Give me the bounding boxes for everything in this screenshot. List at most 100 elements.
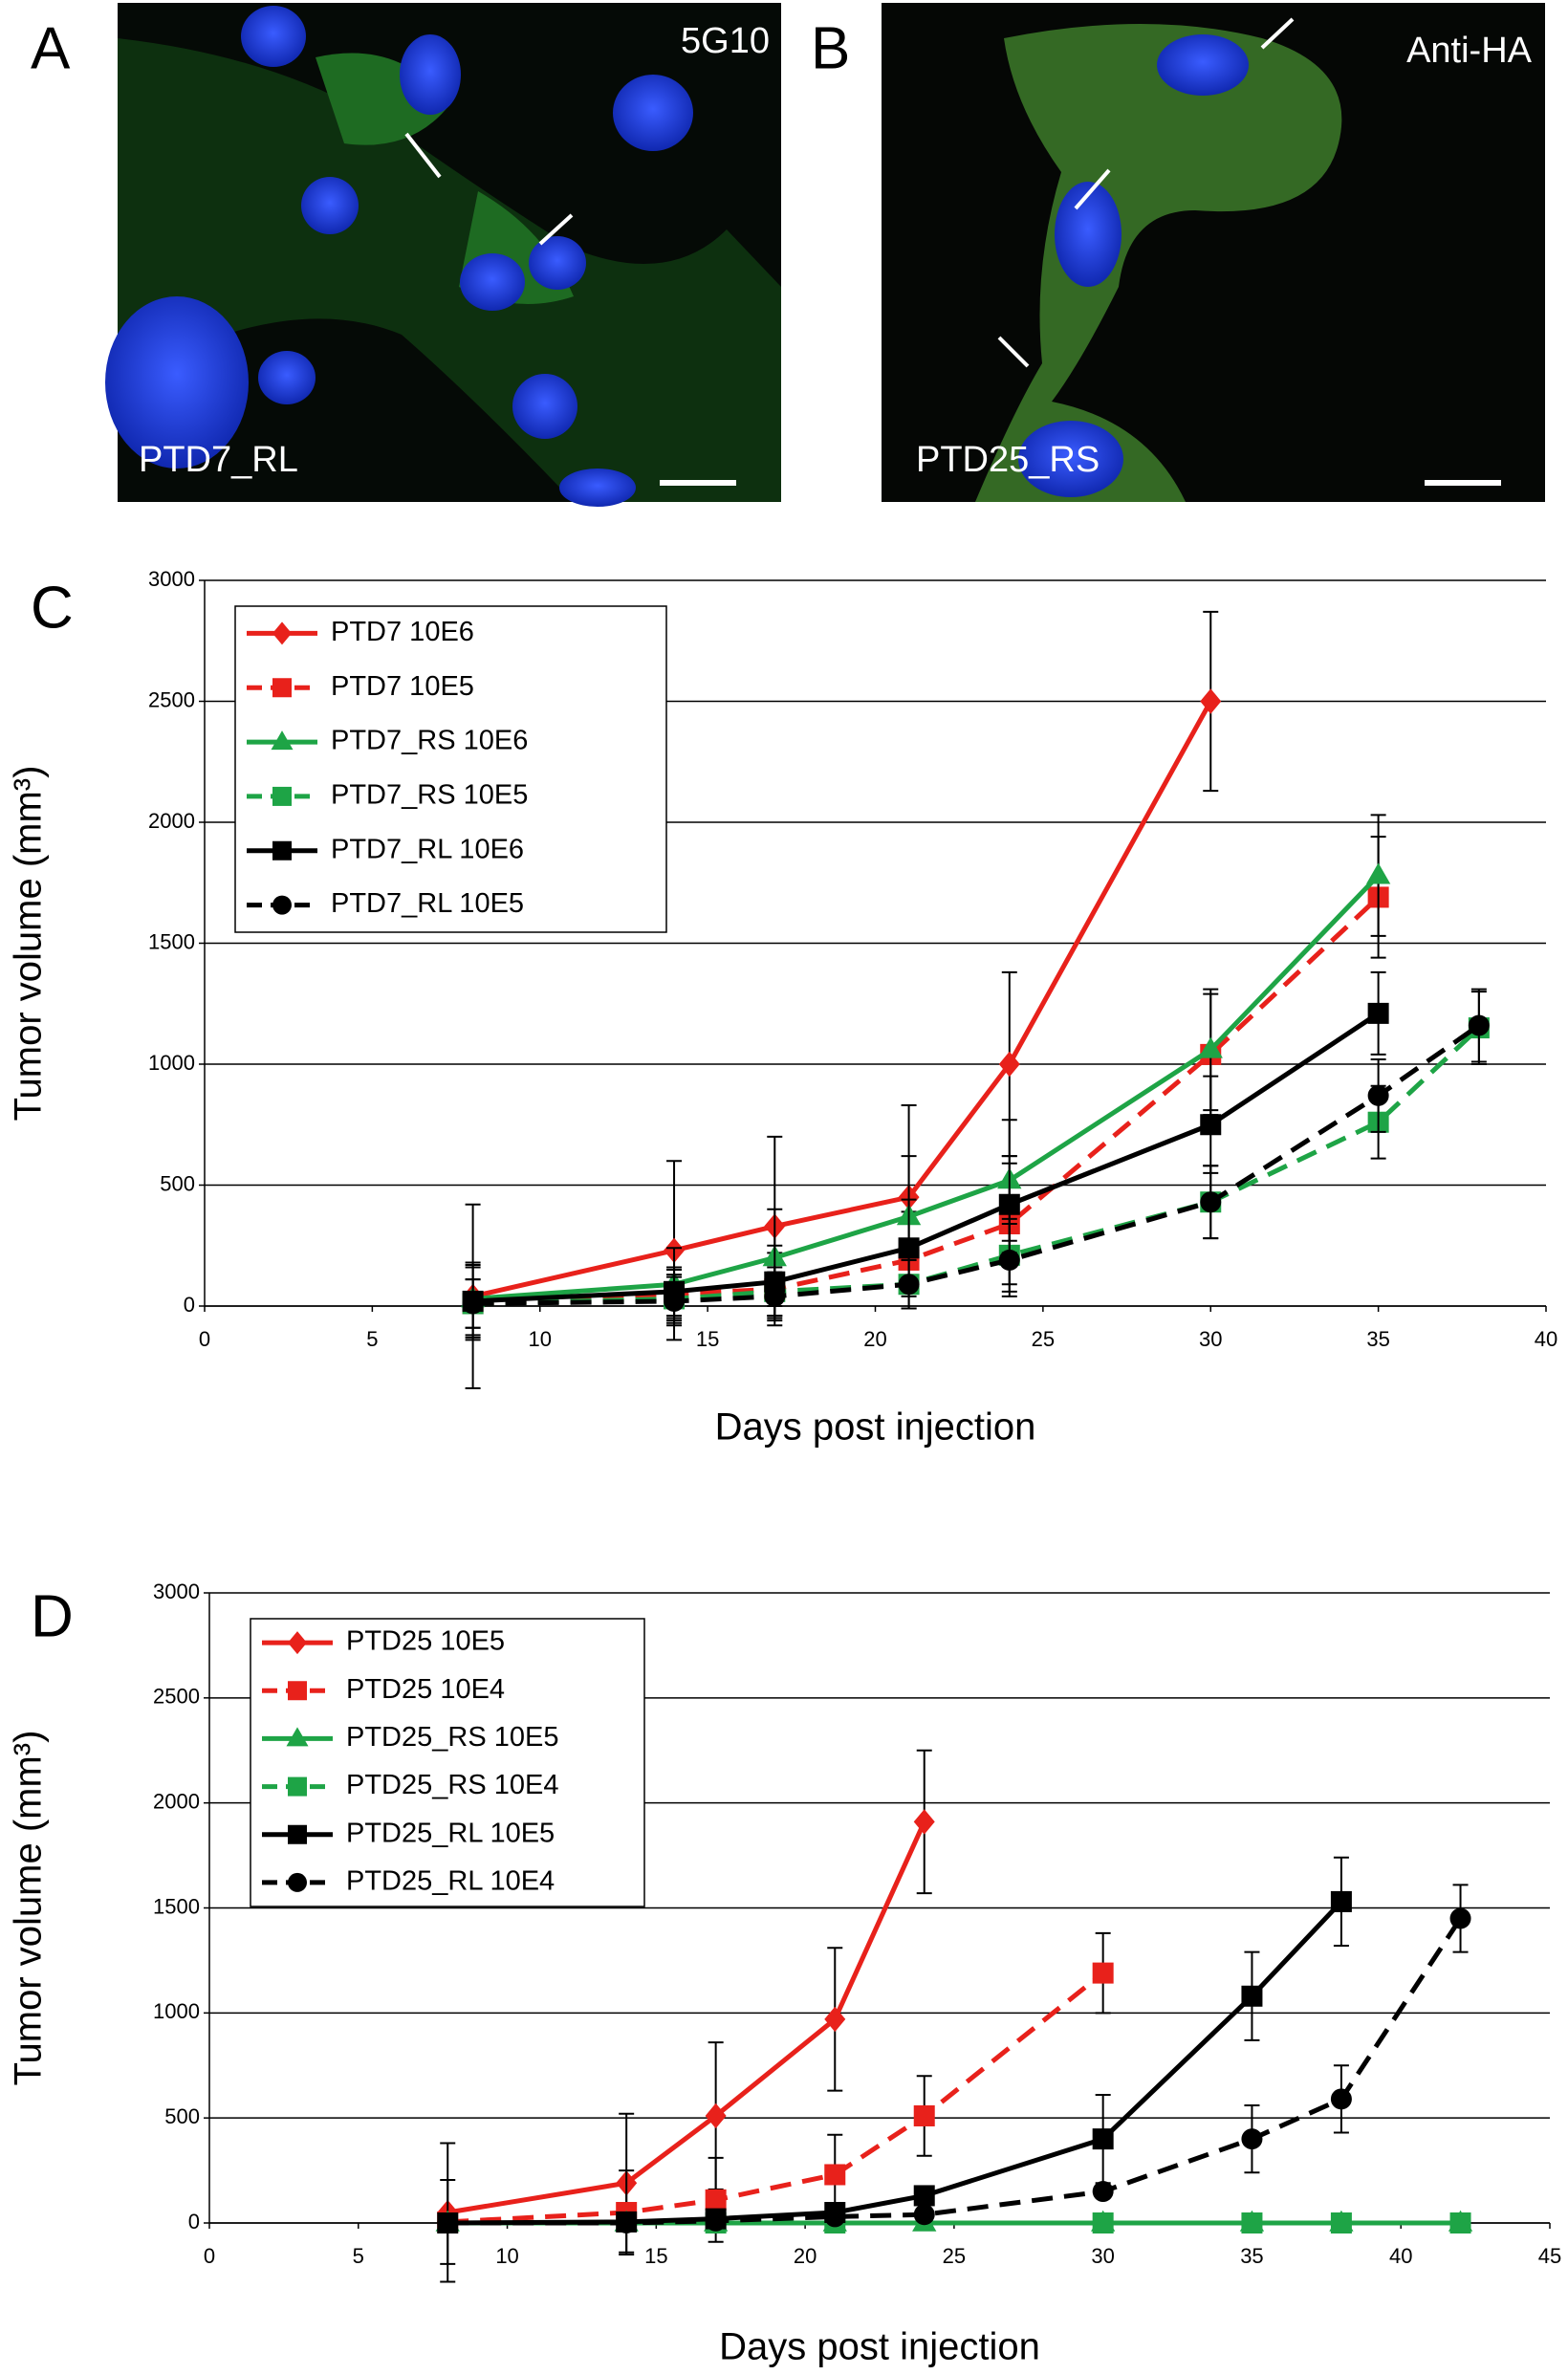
micrograph-a [105,3,781,507]
y-tick-label: 1500 [148,929,195,953]
marker [913,2185,935,2207]
marker [1330,2088,1352,2110]
legend-marker [288,1824,307,1844]
legend-marker [272,840,292,861]
y-tick-label: 0 [188,2210,200,2233]
x-tick-label: 10 [495,2244,518,2268]
legend-label: PTD25_RS 10E4 [346,1770,558,1800]
x-axis-label: Days post injection [719,2326,1040,2368]
x-tick-label: 35 [1240,2244,1263,2268]
marker [1200,1114,1222,1136]
marker [1092,2212,1114,2233]
legend-label: PTD7_RS 10E6 [331,726,528,756]
marker [1367,1002,1389,1024]
panel-label: D [31,1583,74,1649]
legend-marker [272,621,292,645]
marker [913,2104,935,2126]
legend-marker [272,895,292,915]
y-tick-label: 2000 [153,1789,200,1813]
marker [1198,1036,1223,1058]
marker [1092,1962,1114,1984]
y-tick-label: 500 [160,1171,195,1195]
marker [1092,2181,1114,2203]
cell-line-label: PTD25_RS [916,440,1100,480]
legend-marker [288,1681,307,1701]
legend-label: PTD25_RS 10E5 [346,1722,558,1753]
legend-label: PTD7_RL 10E6 [331,834,524,864]
legend-label: PTD7_RS 10E5 [331,780,528,811]
x-tick-label: 15 [696,1327,719,1351]
series-line [472,1023,1481,1306]
marker [1449,1907,1471,1929]
marker [705,2189,727,2211]
marker [1365,862,1391,884]
legend-label: PTD25_RL 10E5 [346,1818,555,1848]
y-tick-label: 1000 [148,1051,195,1075]
marker [1449,2212,1471,2233]
marker [764,1285,786,1307]
marker [1241,2128,1263,2150]
x-tick-label: 5 [366,1327,378,1351]
y-axis-label: Tumor volume (mm³) [8,766,50,1122]
marker [437,2212,459,2233]
legend-marker [286,1727,309,1747]
cell-line-label: PTD7_RL [139,440,298,480]
y-tick-label: 2500 [153,1685,200,1709]
micrograph-b [882,3,1545,502]
marker [1468,1014,1490,1036]
marker [1241,2212,1263,2233]
legend-box [250,1618,645,1907]
y-tick-label: 3000 [153,1580,200,1603]
series-line [472,700,1213,1299]
legend-marker [288,1776,307,1797]
marker [705,2210,727,2232]
marker [1092,2128,1114,2150]
y-tick-label: 3000 [148,567,195,591]
legend-label: PTD25_RL 10E4 [346,1866,555,1897]
legend-marker [272,786,292,806]
x-tick-label: 0 [204,2244,215,2268]
marker [998,1051,1020,1078]
series-line [447,1917,1463,2226]
marker [462,1293,484,1315]
y-tick-label: 2500 [148,687,195,711]
marker [824,2006,846,2033]
marker [998,1193,1020,1215]
marker [1367,1084,1389,1106]
series-line [447,1900,1343,2226]
marker [616,2212,638,2233]
stain-label: 5G10 [681,21,770,61]
x-tick-label: 30 [1091,2244,1114,2268]
y-tick-label: 2000 [148,809,195,833]
legend-label: PTD7 10E6 [331,617,474,647]
legend-marker [288,1872,307,1892]
x-tick-label: 40 [1535,1327,1557,1351]
legend-marker [272,678,292,698]
x-axis-label: Days post injection [715,1406,1036,1449]
marker [898,1237,920,1259]
y-tick-label: 1000 [153,1999,200,2023]
panel-label: A [31,15,71,81]
legend-marker [288,1631,307,1655]
x-tick-label: 20 [863,1327,886,1351]
series-line [472,873,1381,1301]
marker [1200,1191,1222,1213]
legend-label: PTD25 10E4 [346,1674,505,1705]
x-tick-label: 30 [1199,1327,1222,1351]
marker [913,2204,935,2226]
x-tick-label: 25 [943,2244,966,2268]
marker [913,1809,935,1835]
marker [898,1274,920,1296]
x-tick-label: 45 [1538,2244,1561,2268]
x-tick-label: 40 [1389,2244,1412,2268]
panel-label: B [811,15,850,81]
x-tick-label: 20 [794,2244,817,2268]
marker [998,1249,1020,1271]
marker [1330,1890,1352,1912]
marker [664,1290,686,1312]
x-tick-label: 25 [1032,1327,1055,1351]
y-axis-label: Tumor volume (mm³) [8,1731,50,2086]
legend-label: PTD7_RL 10E5 [331,888,524,919]
